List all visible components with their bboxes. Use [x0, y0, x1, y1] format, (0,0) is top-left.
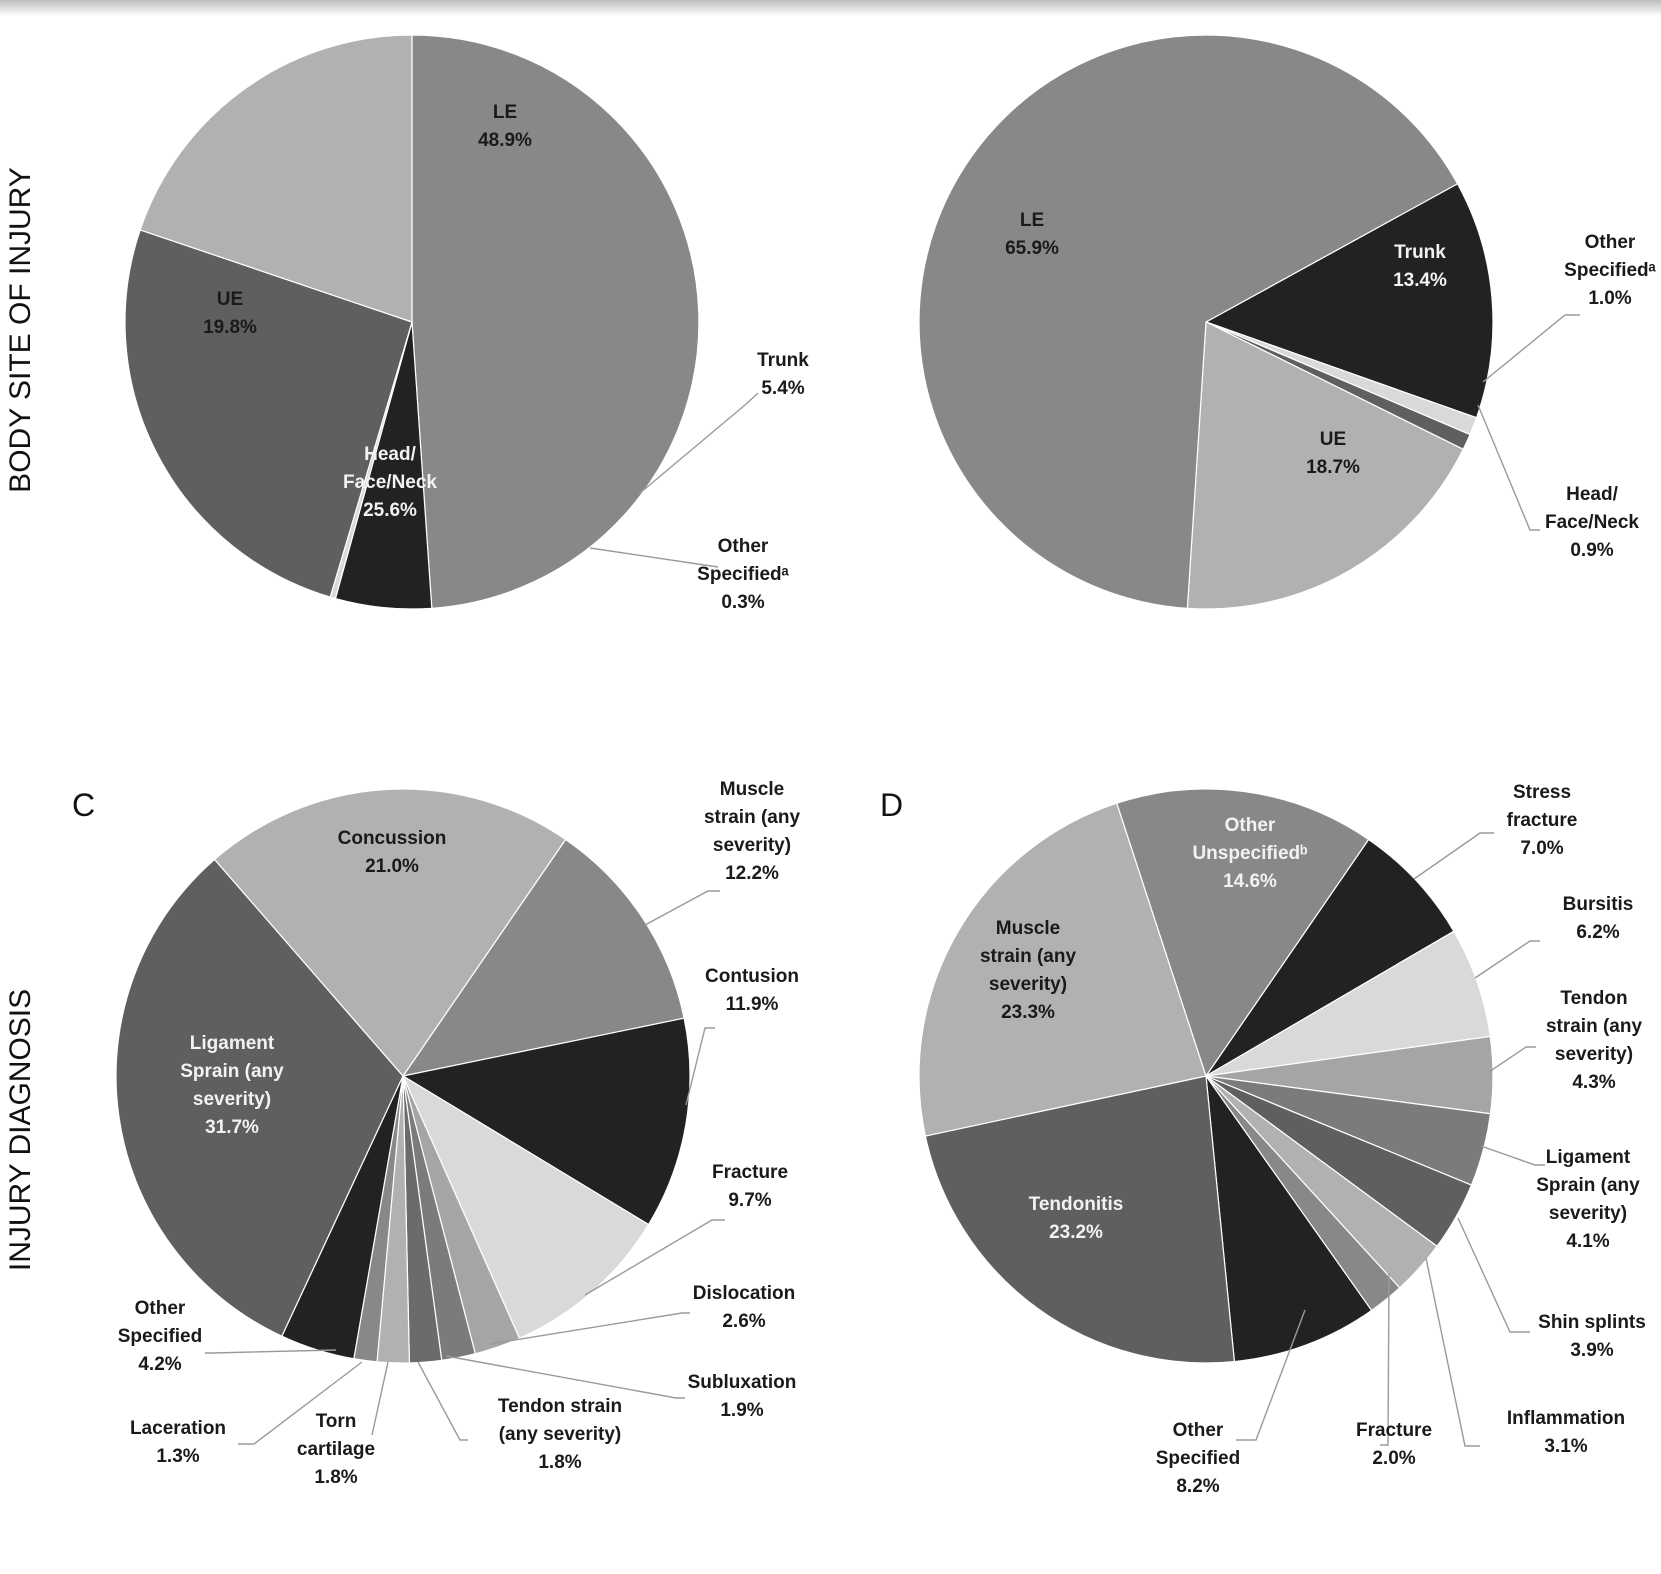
pie-slice-0-0 — [411, 34, 700, 609]
leader-line-3-7 — [1236, 1309, 1306, 1441]
pie-slice-3-9 — [918, 802, 1207, 1137]
slice-label-3-7: Other Specified 8.2% — [1156, 1420, 1240, 1497]
leader-line-3-2 — [1488, 1046, 1536, 1073]
slice-label-2-4: Subluxation 1.9% — [688, 1372, 797, 1421]
leader-line-2-0 — [644, 890, 720, 926]
leader-line-3-5 — [1425, 1257, 1480, 1447]
slice-label-1-4: LE 65.9% — [1005, 210, 1059, 259]
pie-slice-1-3 — [1186, 321, 1465, 610]
leader-line-1-1 — [1482, 314, 1580, 383]
leader-line-2-5 — [417, 1361, 468, 1441]
slice-label-2-8: Other Specified 4.2% — [118, 1298, 202, 1375]
leader-line-3-4 — [1457, 1217, 1530, 1333]
slice-label-2-7: Laceration 1.3% — [130, 1418, 226, 1467]
row-label-body-site: BODY SITE OF INJURY — [4, 167, 37, 493]
leader-line-0-2 — [589, 547, 719, 568]
slice-label-1-0: Trunk 13.4% — [1393, 242, 1447, 291]
pie-slice-3-7 — [1205, 1073, 1373, 1363]
slice-label-3-8: Tendonitis 23.2% — [1029, 1194, 1124, 1243]
leader-line-2-2 — [584, 1219, 725, 1296]
slice-label-3-5: Inflammation 3.1% — [1507, 1408, 1625, 1457]
slice-label-2-10: Concussion 21.0% — [338, 828, 447, 877]
leader-line-0-1 — [639, 392, 759, 494]
slice-label-3-6: Fracture 2.0% — [1356, 1420, 1432, 1469]
pie-slice-3-0 — [1205, 838, 1455, 1077]
leader-line-2-1 — [685, 1027, 715, 1106]
slice-label-0-1: Trunk 5.4% — [757, 350, 809, 399]
pie-slice-0-4 — [139, 34, 413, 323]
slice-label-3-9: Muscle strain (any severity) 23.3% — [980, 918, 1077, 1023]
leader-line-2-6 — [371, 1361, 389, 1436]
leader-line-2-7 — [238, 1361, 363, 1445]
leader-line-3-6 — [1380, 1272, 1390, 1446]
pie-slice-0-3 — [124, 229, 413, 598]
leader-line-3-0 — [1413, 832, 1494, 880]
slice-label-2-2: Fracture 9.7% — [712, 1162, 788, 1211]
pie-chart-diagnosis-d: Stress fracture 7.0% Bursitis 6.2% Tendon stra… — [918, 782, 1646, 1497]
slice-label-1-3: UE 18.7% — [1306, 429, 1360, 478]
panel-label-c: C — [72, 787, 95, 823]
pie-chart-body-site-left: LE 48.9% Trunk 5.4% Other Specifiedᵃ 0.3% Head/… — [124, 34, 809, 613]
pie-chart-body-site-right: Trunk 13.4% Other Specifiedᵃ 1.0% Head/Face/N… — [918, 34, 1657, 610]
leader-line-2-4 — [445, 1355, 685, 1399]
pie-slice-3-10 — [1116, 788, 1370, 1078]
slice-label-1-1: Other Specifiedᵃ 1.0% — [1564, 232, 1656, 309]
slice-label-3-1: Bursitis 6.2% — [1563, 894, 1634, 943]
leader-line-1-2 — [1477, 404, 1540, 531]
slice-label-0-3: Head/Face/Neck 25.6% — [343, 444, 437, 521]
leader-line-3-3 — [1480, 1145, 1545, 1166]
slice-label-3-4: Shin splints 3.9% — [1538, 1312, 1646, 1361]
slice-label-2-5: Tendon strain (any severity) 1.8% — [498, 1396, 622, 1473]
pie-slice-2-2 — [401, 1074, 650, 1340]
slice-label-3-10: Other Unspecifiedᵇ 14.6% — [1192, 815, 1307, 892]
pie-slice-1-0 — [1204, 182, 1494, 419]
leader-line-2-3 — [489, 1312, 690, 1345]
slice-label-2-9: Ligament Sprain (any severity) 31.7% — [180, 1033, 284, 1138]
pie-slice-2-0 — [401, 838, 685, 1077]
pie-slice-2-9 — [115, 858, 404, 1337]
slice-label-3-0: Stress fracture 7.0% — [1507, 782, 1578, 859]
slice-label-2-0: Muscle strain (any severity) 12.2% — [704, 779, 801, 884]
slice-label-0-4: UE 19.8% — [203, 289, 257, 338]
pie-slice-3-8 — [924, 1075, 1236, 1364]
pie-slice-2-1 — [401, 1017, 691, 1226]
slice-label-2-6: Torn cartilage 1.8% — [297, 1411, 375, 1488]
slice-label-0-2: Other Specifiedᵃ 0.3% — [697, 536, 789, 613]
leader-line-3-1 — [1474, 940, 1540, 979]
slice-label-1-2: Head/Face/Neck 0.9% — [1545, 484, 1639, 561]
slice-label-3-2: Tendon strain (any severity) 4.3% — [1546, 988, 1643, 1093]
row-label-injury-diagnosis: INJURY DIAGNOSIS — [4, 989, 37, 1271]
pie-slice-1-4 — [918, 34, 1459, 610]
top-shadow-band — [0, 0, 1661, 16]
leader-line-2-8 — [205, 1349, 337, 1354]
slice-label-0-0: LE 48.9% — [478, 102, 532, 151]
slice-label-2-1: Contusion 11.9% — [705, 966, 799, 1015]
pie-slice-2-10 — [213, 788, 567, 1077]
slice-label-3-3: Ligament Sprain (any severity) 4.1% — [1536, 1147, 1640, 1252]
slice-label-2-3: Dislocation 2.6% — [693, 1283, 795, 1332]
pie-chart-diagnosis-c: Muscle strain (any severity) 12.2% Contusion… — [115, 779, 801, 1488]
panel-label-d: D — [880, 787, 903, 823]
